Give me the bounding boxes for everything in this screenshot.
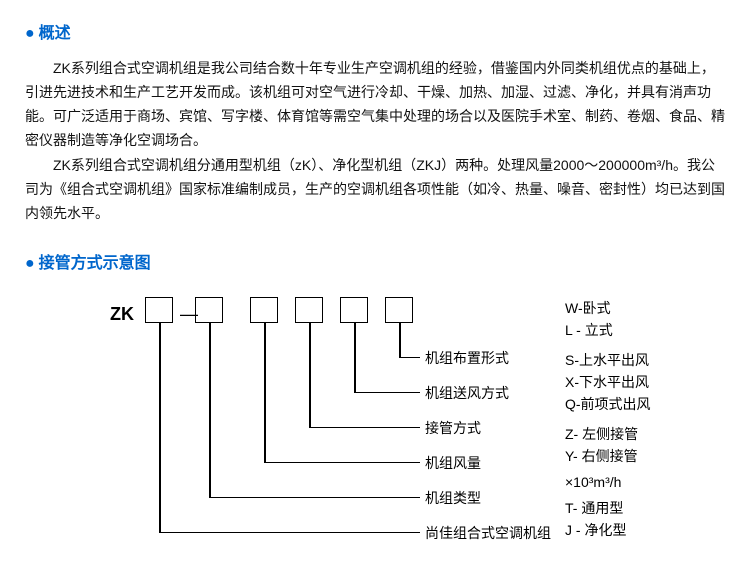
bullet-icon: ● [25,25,35,42]
overview-para2: ZK系列组合式空调机组分通用型机组（zK）、净化型机组（ZKJ）两种。处理风量2… [25,154,725,225]
overview-para1: ZK系列组合式空调机组是我公司结合数十年专业生产空调机组的经验，借鉴国内外同类机… [25,57,725,152]
connector-vline [309,323,311,427]
connector-hline [159,532,420,534]
title-overview-text: 概述 [39,25,71,42]
legend-item: T- 通用型 [565,497,623,521]
diagram-label: 机组类型 [425,487,481,511]
connector-hline [399,357,420,359]
connector-hline [309,427,420,429]
connector-hline [209,497,420,499]
dash: — [180,299,198,330]
code-box-0 [145,297,173,323]
legend-item: J - 净化型 [565,519,626,543]
diagram-label: 机组风量 [425,452,481,476]
diagram-label: 机组送风方式 [425,382,509,406]
code-box-5 [385,297,413,323]
title-diagram: ●接管方式示意图 [25,250,725,277]
title-diagram-text: 接管方式示意图 [39,255,151,272]
connector-vline [264,323,266,462]
connector-vline [354,323,356,392]
bullet-icon: ● [25,255,35,272]
diagram-label: 接管方式 [425,417,481,441]
legend-item: W-卧式 [565,297,611,321]
connector-vline [159,323,161,532]
legend-item: ×10³m³/h [565,471,621,495]
code-box-2 [250,297,278,323]
legend-item: L - 立式 [565,319,613,343]
code-box-1 [195,297,223,323]
prefix-label: ZK [110,299,134,330]
connector-vline [209,323,211,497]
code-box-4 [340,297,368,323]
legend-item: S-上水平出风 [565,349,649,373]
legend-item: Q-前项式出风 [565,393,651,417]
connector-hline [354,392,420,394]
code-box-3 [295,297,323,323]
diagram-label: 尚佳组合式空调机组 [425,522,551,546]
legend-item: Y- 右侧接管 [565,445,638,469]
connector-vline [399,323,401,357]
connector-hline [264,462,420,464]
diagram-label: 机组布置形式 [425,347,509,371]
legend-item: Z- 左侧接管 [565,423,638,447]
title-overview: ●概述 [25,20,725,47]
naming-diagram: ZK — 机组布置形式机组送风方式接管方式机组风量机组类型尚佳组合式空调机组 W-卧式… [25,287,725,547]
legend-item: X-下水平出风 [565,371,649,395]
